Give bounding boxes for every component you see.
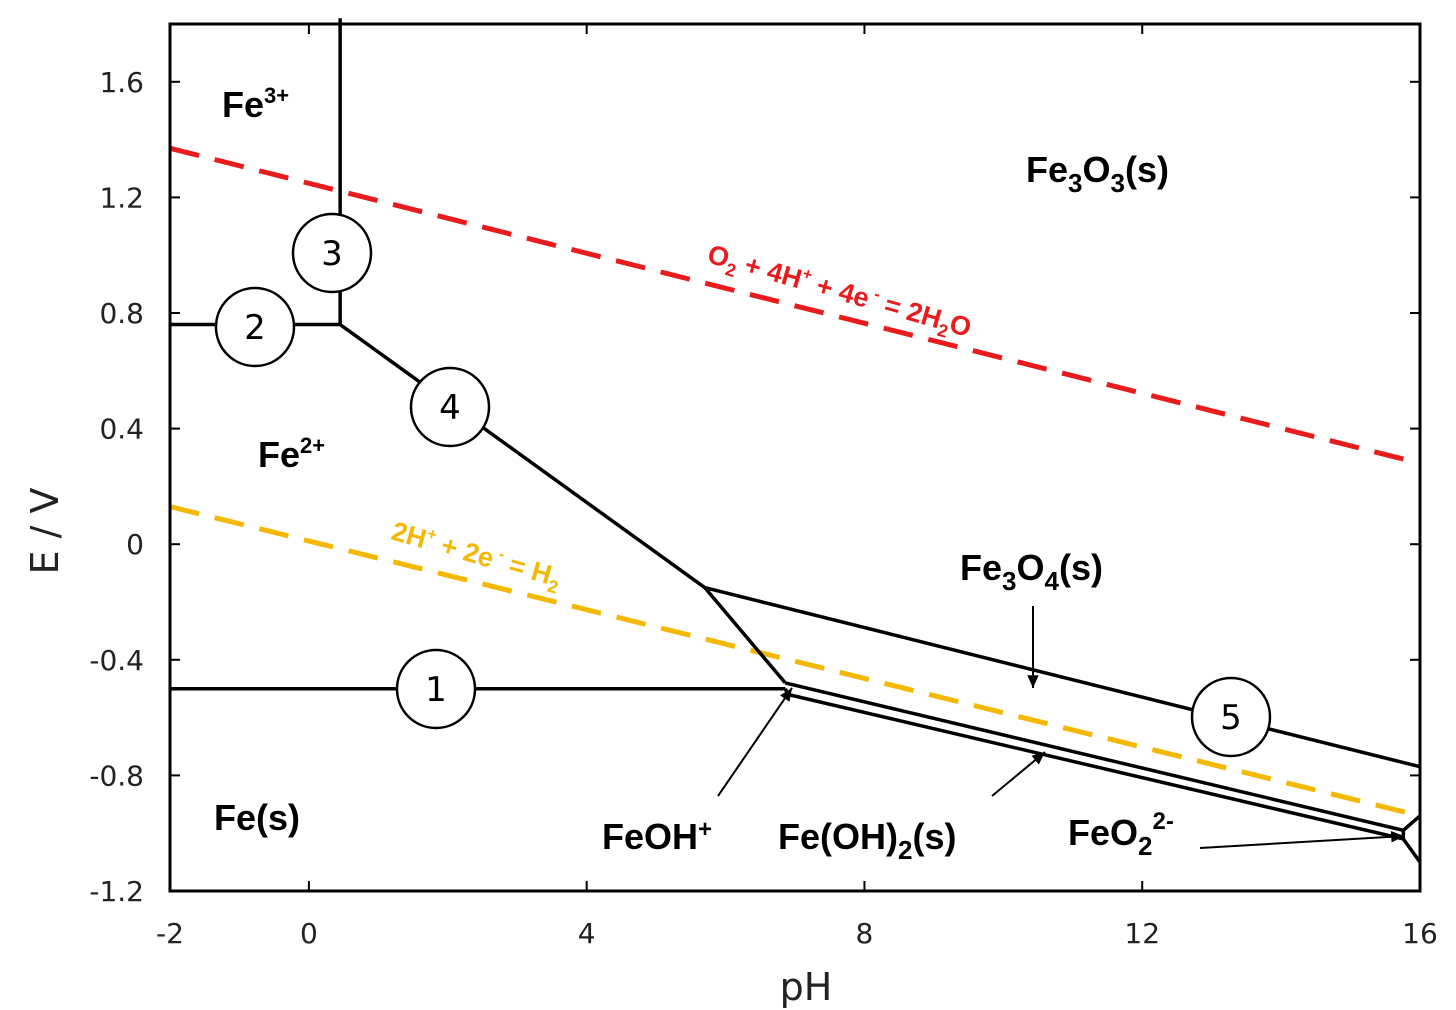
x-tick-label-2: 4 <box>578 917 596 950</box>
region-label-feo2: FeO22- <box>1068 808 1174 861</box>
y-tick-label-0: -1.2 <box>89 875 144 908</box>
arrow-feoh2-head <box>1031 752 1045 765</box>
region-label-fe2plus: Fe2+ <box>258 433 325 475</box>
boundary-number-3: 3 <box>321 234 343 274</box>
y-axis-title: E / V <box>23 488 67 575</box>
region-label-fe3plus: Fe3+ <box>222 83 289 125</box>
y-tick-label-4: 0.4 <box>99 413 144 446</box>
oxygen-equation-label: O2 + 4H+ + 4e - = 2H2O <box>703 239 975 348</box>
reference-lines <box>169 145 1421 819</box>
boundary-circle-1 <box>395 648 477 730</box>
boundary-circle-3 <box>291 212 373 294</box>
boundary-circle-4 <box>409 366 491 448</box>
region-label-fe-solid: Fe(s) <box>214 797 300 838</box>
boundary-number-2: 2 <box>244 308 266 348</box>
arrow-feo2-head <box>1390 831 1404 843</box>
arrow-feohplus-head <box>780 688 792 702</box>
arrow-fe3o4-head <box>1027 675 1039 688</box>
x-axis-title: pH <box>780 965 833 1009</box>
hydrogen-equation-label: 2H+ + 2e - = H2 <box>387 516 565 598</box>
region-label-fe3o4: Fe3O4(s) <box>960 547 1103 596</box>
region-label-feohplus: FeOH+ <box>602 816 712 857</box>
boundary-line-4 <box>704 585 1421 769</box>
y-tick-label-3: 0 <box>126 528 144 561</box>
x-tick-label-3: 8 <box>856 917 874 950</box>
boundary-line-5 <box>784 681 1404 833</box>
arrow-feohplus-shaft <box>717 687 793 797</box>
y-tick-label-7: 1.6 <box>99 66 144 99</box>
boundary-number-1: 1 <box>425 670 447 710</box>
y-tick-label-2: -0.4 <box>89 644 144 677</box>
pointer-arrows <box>717 606 1405 849</box>
arrow-feo2-shaft <box>1199 835 1405 849</box>
x-tick-label-0: -2 <box>156 917 184 950</box>
boundary-line-8 <box>1402 814 1422 832</box>
x-tick-label-5: 16 <box>1402 917 1438 950</box>
y-tick-label-5: 0.8 <box>99 297 144 330</box>
boundary-number-4: 4 <box>439 388 461 428</box>
boundary-number-circles: 1 2 3 4 5 <box>214 212 1272 758</box>
boundary-line-3 <box>339 323 787 685</box>
y-tick-label-1: -0.8 <box>89 759 144 792</box>
boundary-line-9 <box>1401 837 1422 864</box>
region-label-feoh2: Fe(OH)2(s) <box>778 816 956 865</box>
x-tick-label-1: 0 <box>300 917 318 950</box>
y-tick-label-6: 1.2 <box>99 181 144 214</box>
plot-frame <box>168 22 1422 893</box>
x-tick-label-4: 12 <box>1124 917 1160 950</box>
reference-line-0 <box>169 145 1421 466</box>
boundary-circle-5 <box>1190 676 1272 758</box>
region-label-fe3o3: Fe3O3(s) <box>1026 149 1169 198</box>
reference-line-1 <box>169 504 1421 819</box>
boundary-circle-2 <box>214 286 296 368</box>
boundary-number-5: 5 <box>1220 698 1242 738</box>
